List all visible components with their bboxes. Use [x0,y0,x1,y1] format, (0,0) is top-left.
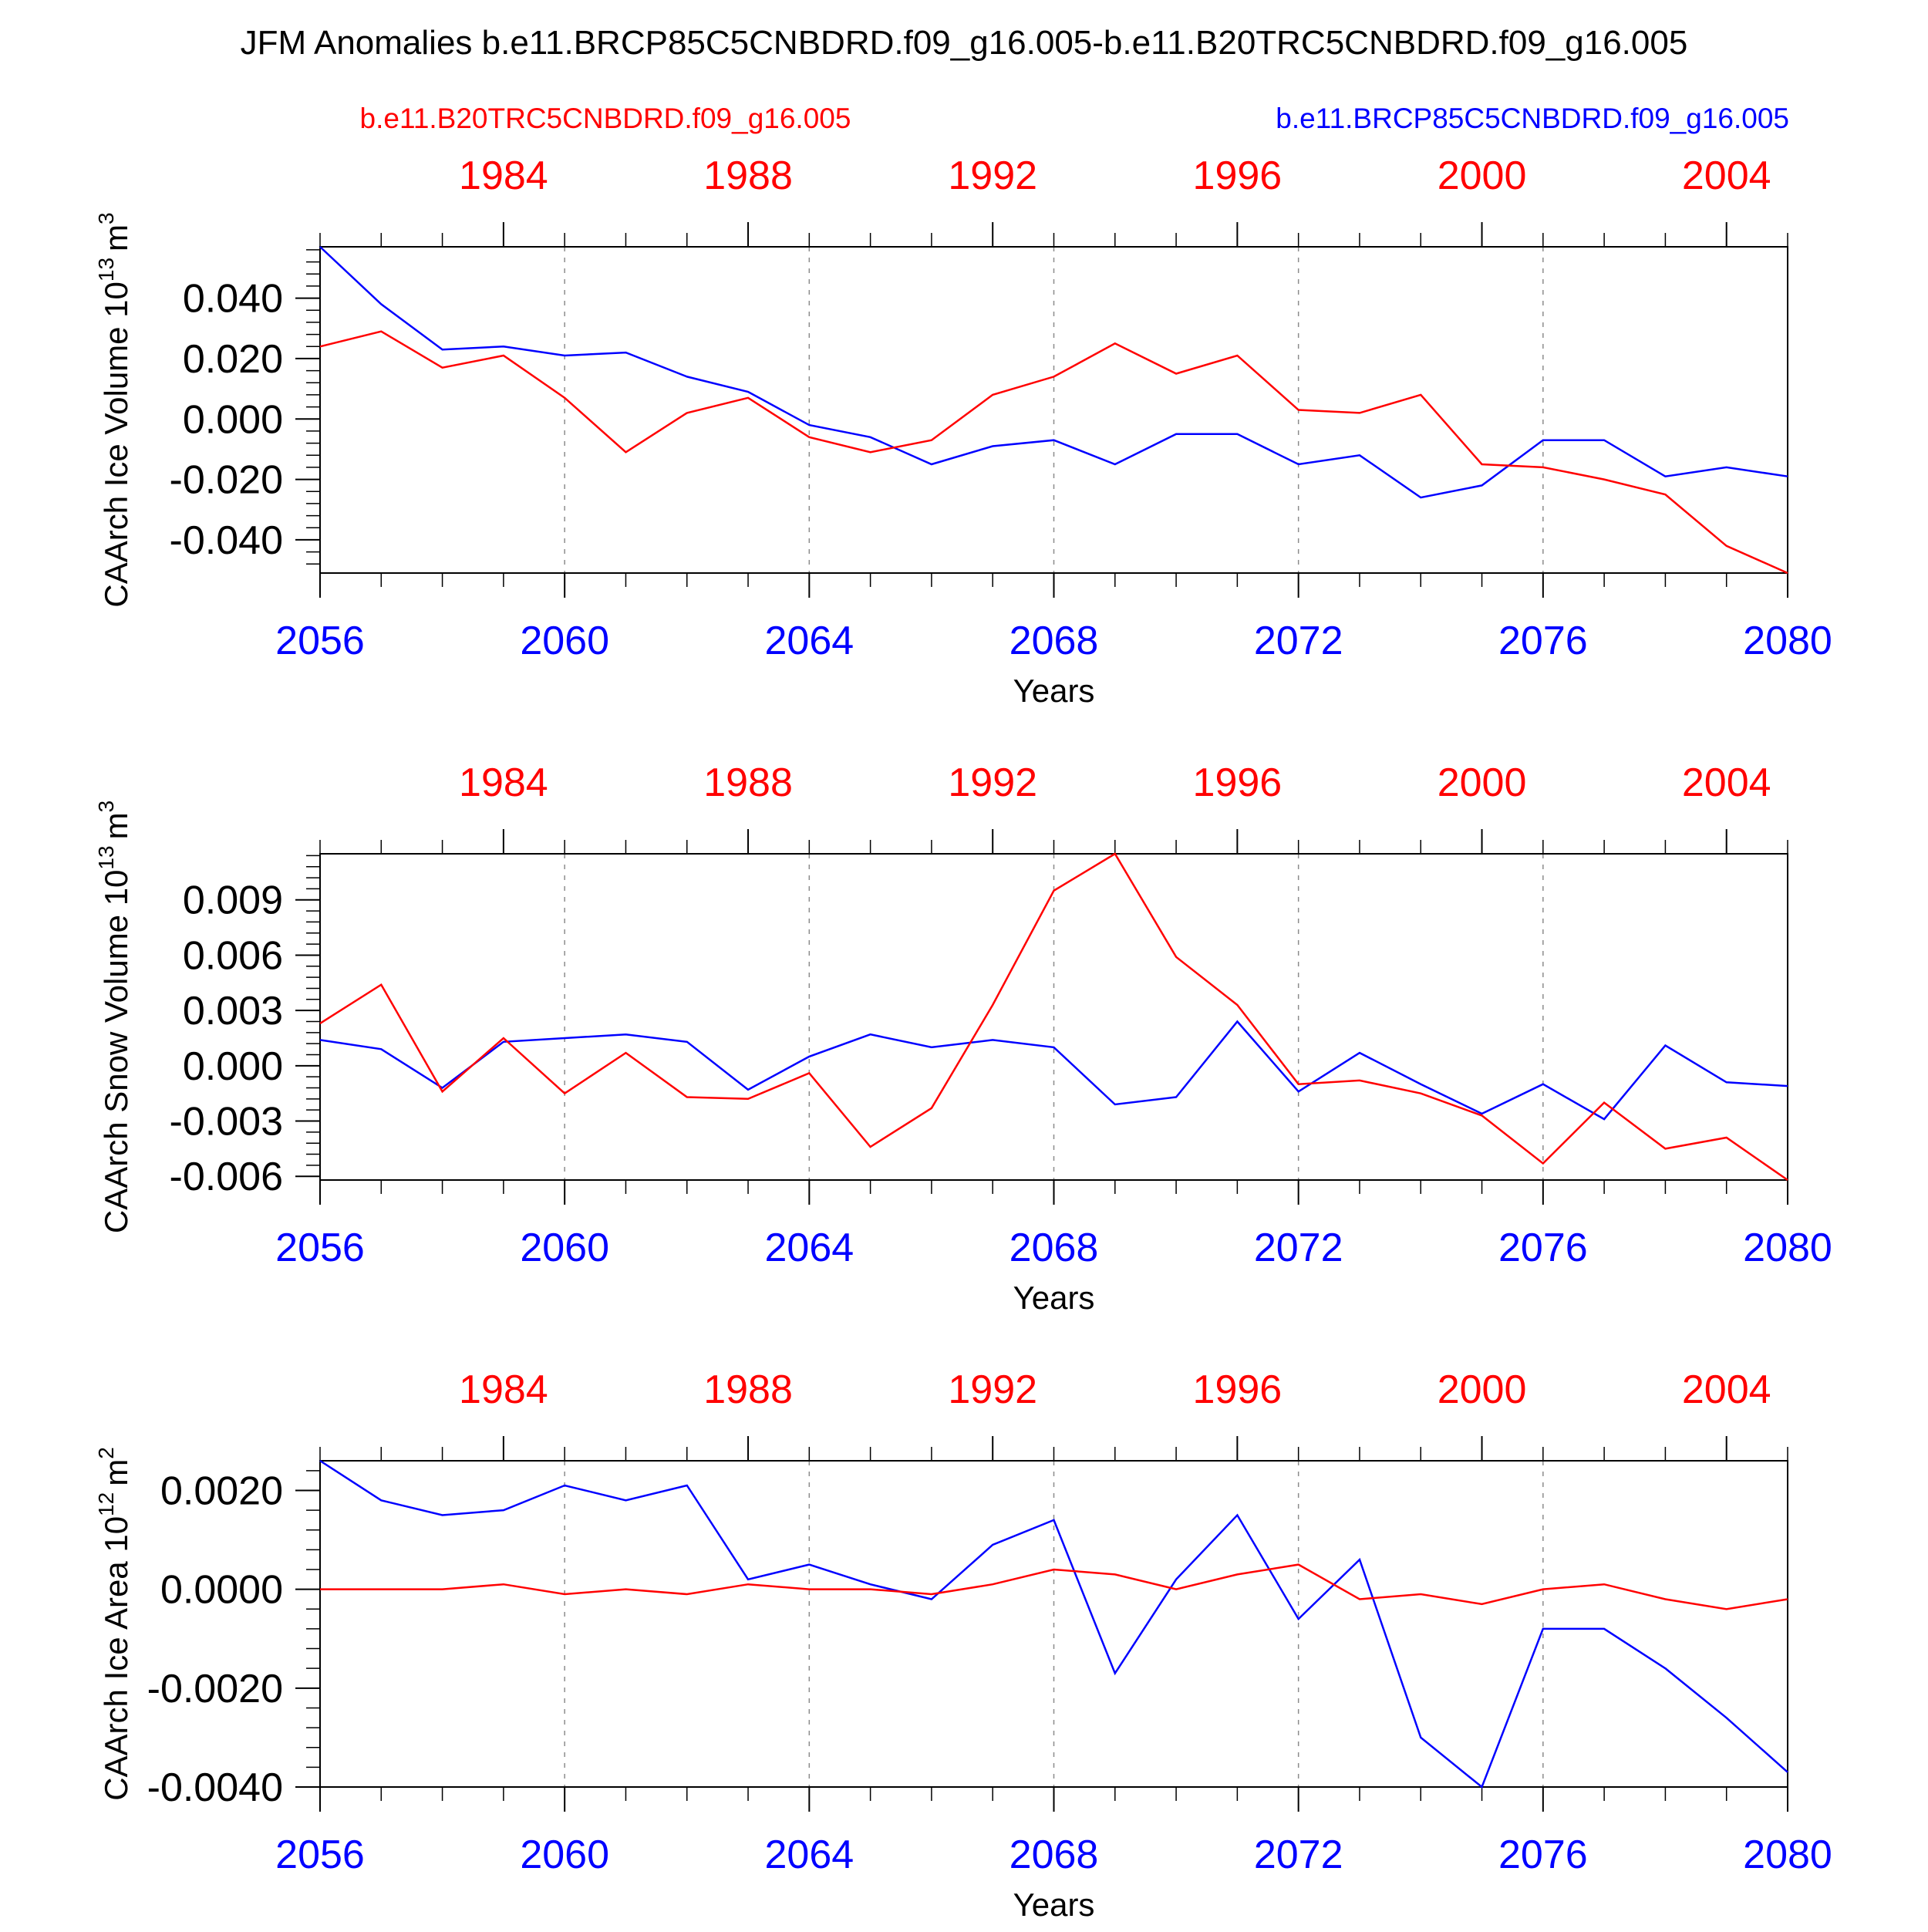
x-tick-label: 2064 [764,1226,854,1270]
chart-panel-3: 2056 2060 2064 2068 2072 2076 2080 1984 1988 1992… [94,1367,1832,1923]
y-tick-label: 0.006 [183,933,283,978]
top-tick-label: 2000 [1438,760,1527,805]
x-tick-label: 2068 [1010,619,1099,663]
x-tick-label: 2056 [275,619,365,663]
series-line-red [319,330,1788,575]
series-line-blue [319,246,1788,499]
y-axis-title: CAArch Snow Volume 1013 m3 [94,801,134,1233]
top-tick-label: 2004 [1682,153,1771,198]
legend-left-label: b.e11.B20TRC5CNBDRD.f09_g16.005 [360,103,851,134]
chart-panel-1: 2056 2060 2064 2068 2072 2076 2080 1984 1988 1992… [94,153,1832,709]
top-tick-label: 2004 [1682,760,1771,805]
y-tick-label: 0.020 [183,337,283,382]
x-tick-label: 2064 [764,1833,854,1877]
x-tick-label: 2072 [1254,619,1343,663]
y-axis-title-text: CAArch Ice Volume 10 [98,282,134,608]
y-axis-title: CAArch Ice Area 1012 m2 [94,1447,134,1801]
y-tick-label: 0.003 [183,989,283,1033]
series-line-red [320,1563,1788,1610]
y-tick-label: 0.009 [183,878,283,923]
top-tick-label: 2000 [1438,153,1527,198]
y-axis-title-exponent: 12 [94,1492,118,1516]
y-tick-label: -0.0020 [147,1667,283,1711]
top-tick-label: 1984 [459,1367,548,1412]
x-tick-label: 2072 [1254,1226,1343,1270]
top-tick-label: 1992 [948,153,1037,198]
x-tick-label: 2080 [1743,1226,1832,1270]
series-line-blue [319,1020,1788,1121]
chart-title: JFM Anomalies b.e11.BRCP85C5CNBDRD.f09_g… [241,24,1688,62]
x-axis-title: Years [1013,673,1095,709]
y-tick-label: -0.040 [170,518,283,563]
top-tick-label: 1984 [459,153,548,198]
top-tick-label: 1996 [1193,1367,1283,1412]
top-tick-label: 1988 [703,760,793,805]
y-axis-title-text: CAArch Snow Volume 10 [98,870,134,1234]
top-tick-label: 2004 [1682,1367,1771,1412]
legend-right-label: b.e11.BRCP85C5CNBDRD.f09_g16.005 [1276,103,1789,134]
top-tick-label: 1996 [1193,153,1283,198]
top-tick-label: 1984 [459,760,548,805]
y-tick-label: -0.0040 [147,1765,283,1810]
y-axis-title-exponent: 13 [94,845,118,869]
y-tick-label: -0.006 [170,1155,283,1199]
x-tick-label: 2068 [1010,1226,1099,1270]
y-axis-title-unit-exponent: 2 [94,1447,118,1459]
x-tick-label: 2072 [1254,1833,1343,1877]
top-tick-label: 1988 [703,1367,793,1412]
top-tick-label: 1992 [948,1367,1037,1412]
x-tick-label: 2064 [764,619,854,663]
y-axis-title-unit-exponent: 3 [94,212,118,224]
y-tick-label: 0.040 [183,277,283,322]
y-tick-label: 0.000 [183,1044,283,1089]
chart-panel-2: 2056 2060 2064 2068 2072 2076 2080 1984 1988 1992… [94,760,1832,1316]
y-axis-title-unit: m [98,1459,134,1486]
top-tick-label: 1996 [1193,760,1283,805]
y-tick-label: 0.0000 [160,1568,283,1613]
y-axis-title-unit: m [98,812,134,839]
y-axis-title: CAArch Ice Volume 1013 m3 [94,212,134,607]
x-tick-label: 2080 [1743,1833,1832,1877]
x-tick-label: 2060 [520,619,609,663]
panels: 2056 2060 2064 2068 2072 2076 2080 1984 1988 1992… [94,153,1832,1923]
series-line-red [319,852,1788,1182]
x-tick-label: 2060 [520,1226,609,1270]
x-tick-label: 2068 [1010,1833,1099,1877]
y-axis-title-unit-exponent: 3 [94,801,118,813]
x-tick-label: 2056 [275,1226,365,1270]
y-tick-label: 0.0020 [160,1468,283,1513]
x-axis-title: Years [1013,1280,1095,1316]
x-tick-label: 2076 [1498,619,1588,663]
y-axis-title-unit: m [98,224,134,251]
y-tick-label: -0.003 [170,1100,283,1145]
x-tick-label: 2076 [1498,1833,1588,1877]
x-tick-label: 2080 [1743,619,1832,663]
x-tick-label: 2056 [275,1833,365,1877]
top-tick-label: 1992 [948,760,1037,805]
y-axis-title-exponent: 13 [94,258,118,282]
series-line-blue [319,1459,1788,1789]
top-tick-label: 1988 [703,153,793,198]
x-axis-title: Years [1013,1886,1095,1923]
x-tick-label: 2076 [1498,1226,1588,1270]
x-tick-label: 2060 [520,1833,609,1877]
top-tick-label: 2000 [1438,1367,1527,1412]
y-axis-title-text: CAArch Ice Area 10 [98,1516,134,1801]
y-tick-label: 0.000 [183,397,283,442]
y-tick-label: -0.020 [170,458,283,503]
